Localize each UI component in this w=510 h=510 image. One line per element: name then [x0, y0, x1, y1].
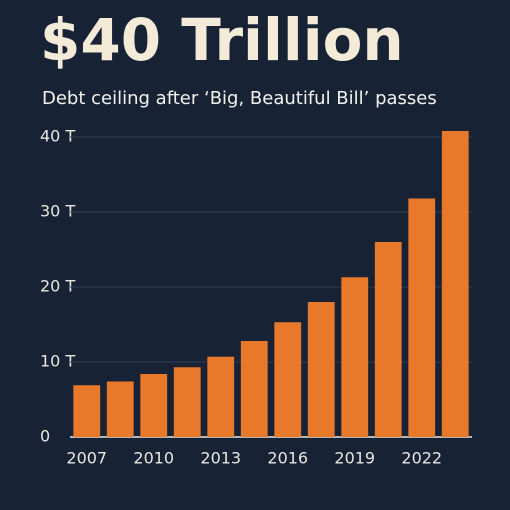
bar	[341, 277, 369, 437]
bar	[106, 381, 134, 437]
chart-title: $40 Trillion	[40, 6, 404, 74]
x-tick-label: 2019	[334, 449, 375, 468]
bar	[408, 198, 436, 437]
y-tick-label: 30 T	[40, 202, 75, 221]
x-tick-label: 2010	[133, 449, 174, 468]
x-tick-label: 2022	[401, 449, 442, 468]
bar	[73, 385, 101, 437]
x-tick-label: 2013	[200, 449, 241, 468]
chart-subtitle: Debt ceiling after ‘Big, Beautiful Bill’…	[42, 88, 437, 109]
y-tick-label: 40 T	[40, 127, 75, 146]
bar	[173, 367, 201, 437]
x-tick-label: 2007	[66, 449, 107, 468]
bar	[441, 131, 469, 437]
x-tick-label: 2016	[267, 449, 308, 468]
bar	[307, 302, 335, 437]
y-tick-label: 20 T	[40, 277, 75, 296]
bar	[374, 242, 402, 437]
bar	[207, 356, 235, 437]
bar	[240, 341, 268, 437]
y-tick-label: 10 T	[40, 352, 75, 371]
bar	[274, 322, 302, 437]
bar	[140, 374, 168, 437]
y-tick-label: 0	[40, 427, 50, 446]
